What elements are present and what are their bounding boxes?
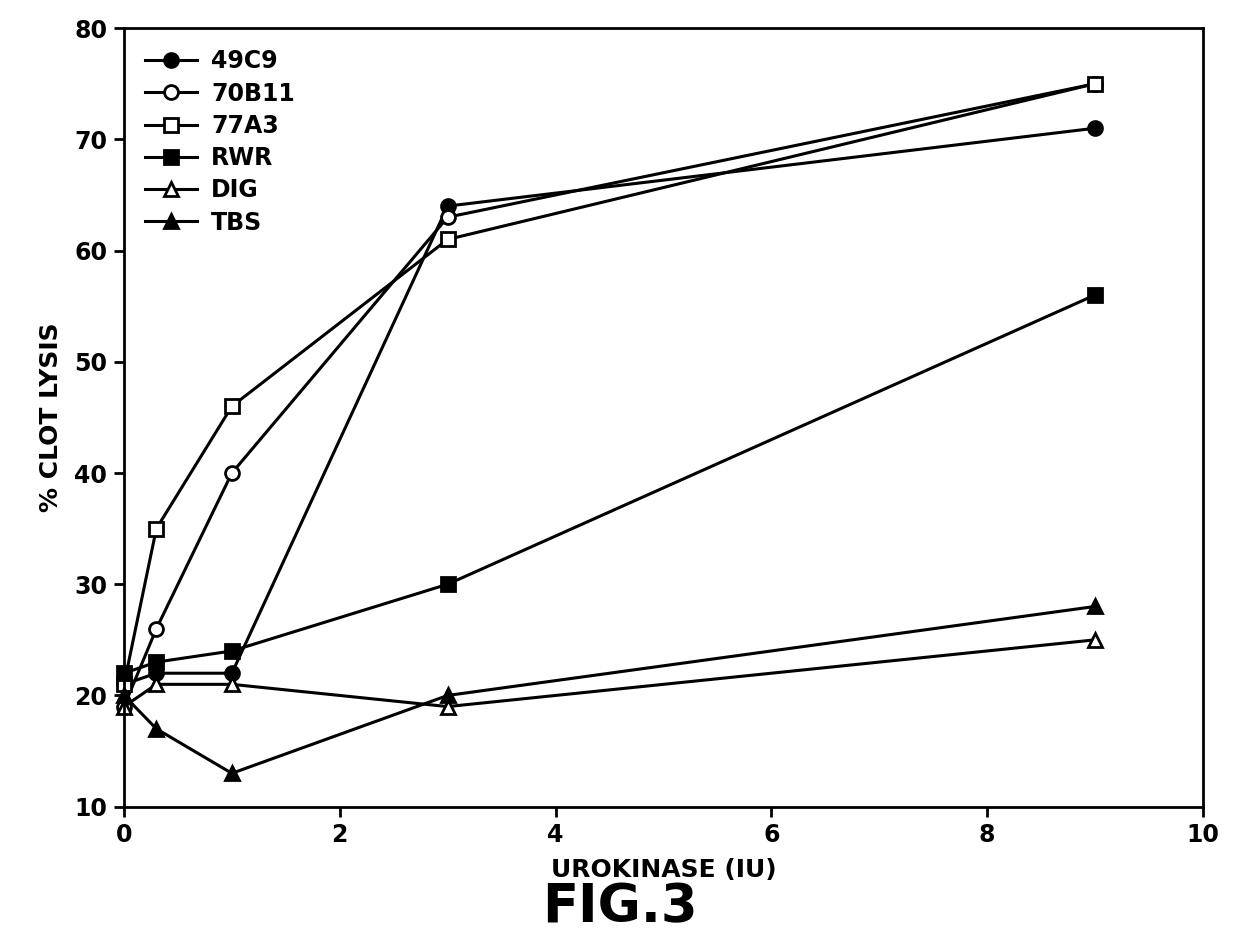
RWR [1087, 290, 1102, 301]
77A3 [1087, 78, 1102, 89]
Line: TBS: TBS [117, 599, 1102, 780]
70B11 [1087, 78, 1102, 89]
TBS [224, 767, 239, 779]
Legend: 49C9, 70B11, 77A3, RWR, DIG, TBS: 49C9, 70B11, 77A3, RWR, DIG, TBS [136, 40, 305, 244]
49C9 [149, 668, 164, 679]
70B11 [224, 467, 239, 478]
RWR [440, 579, 455, 590]
DIG [1087, 634, 1102, 645]
DIG [224, 679, 239, 690]
DIG [149, 679, 164, 690]
TBS [1087, 601, 1102, 613]
Line: 77A3: 77A3 [117, 77, 1102, 691]
49C9 [117, 679, 131, 690]
TBS [117, 689, 131, 701]
70B11 [149, 623, 164, 634]
RWR [149, 657, 164, 668]
70B11 [440, 212, 455, 223]
Line: RWR: RWR [117, 288, 1102, 680]
77A3 [440, 234, 455, 245]
77A3 [149, 523, 164, 535]
RWR [117, 668, 131, 679]
Line: 70B11: 70B11 [117, 77, 1102, 714]
DIG [117, 701, 131, 712]
77A3 [224, 401, 239, 412]
Line: 49C9: 49C9 [117, 121, 1102, 691]
RWR [224, 645, 239, 657]
49C9 [1087, 123, 1102, 134]
49C9 [440, 201, 455, 212]
DIG [440, 701, 455, 712]
X-axis label: UROKINASE (IU): UROKINASE (IU) [551, 858, 776, 883]
77A3 [117, 679, 131, 690]
TBS [440, 689, 455, 701]
Text: FIG.3: FIG.3 [542, 882, 698, 933]
TBS [149, 723, 164, 734]
Y-axis label: % CLOT LYSIS: % CLOT LYSIS [40, 323, 63, 512]
49C9 [224, 668, 239, 679]
Line: DIG: DIG [117, 633, 1102, 714]
70B11 [117, 701, 131, 712]
